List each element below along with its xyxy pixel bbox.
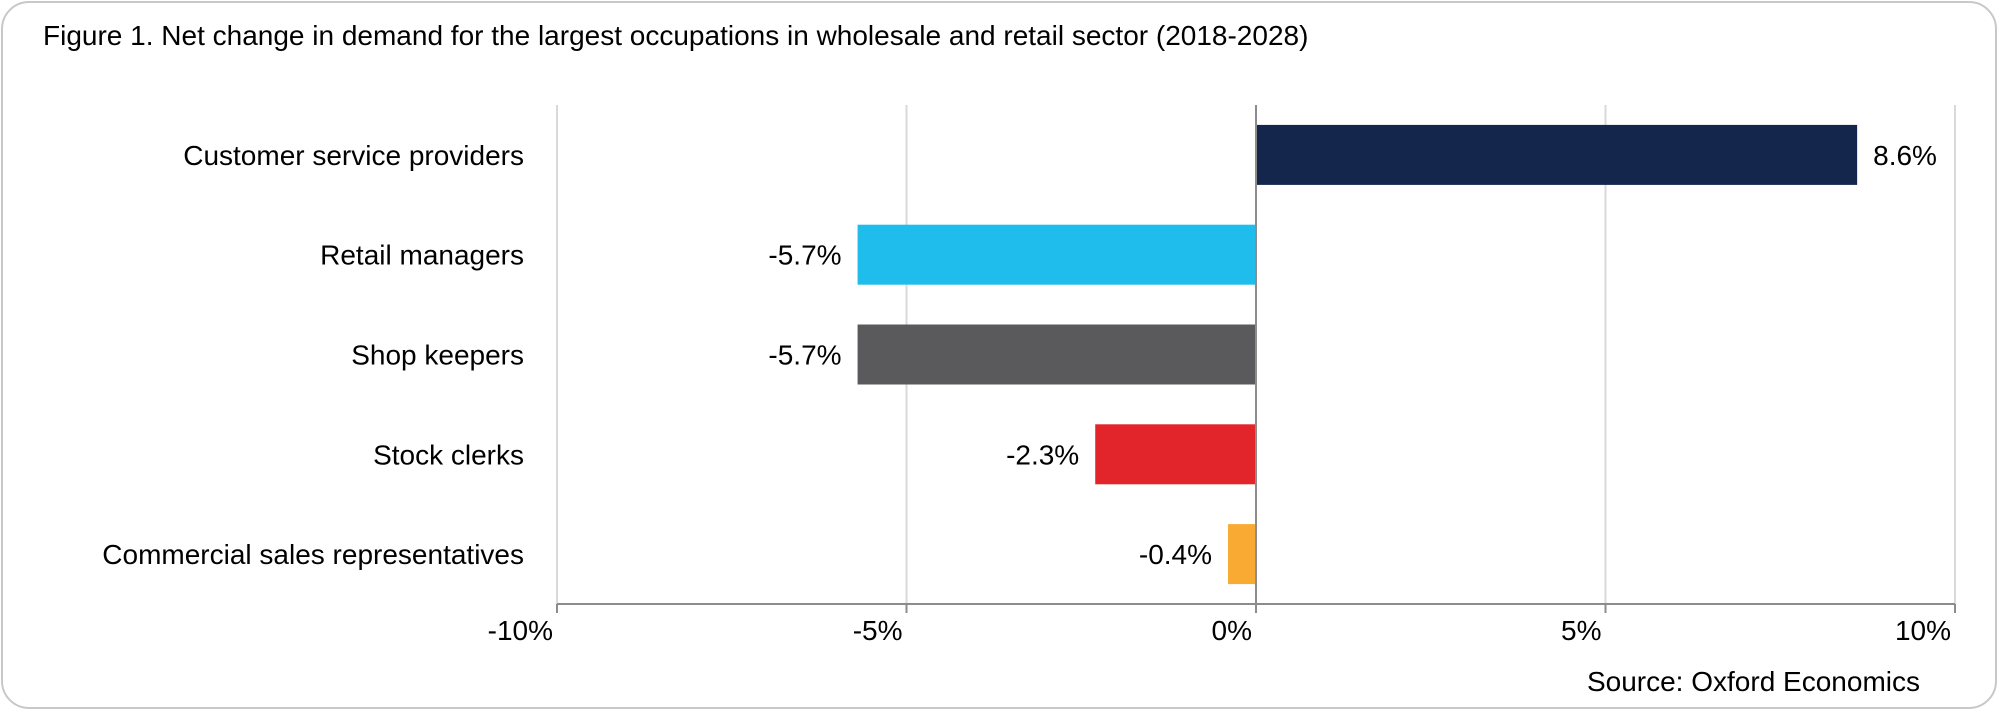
bar (1228, 524, 1256, 585)
data-label: 8.6% (1873, 140, 1937, 171)
data-label: -2.3% (1006, 439, 1079, 470)
bars (857, 124, 1858, 585)
x-tick-label: 0% (1212, 615, 1252, 646)
data-label: -5.7% (768, 340, 841, 371)
x-tick-label: 5% (1561, 615, 1601, 646)
data-label: -5.7% (768, 240, 841, 271)
data-labels: 8.6% -5.7% -5.7% -2.3% -0.4% (768, 140, 1937, 570)
x-tick-label: 10% (1895, 615, 1951, 646)
category-label: Stock clerks (373, 439, 524, 470)
category-label: Retail managers (320, 240, 524, 271)
bar (857, 224, 1256, 285)
x-tick-label: -5% (853, 615, 903, 646)
bar (1256, 124, 1858, 185)
x-tick-label: -10% (488, 615, 553, 646)
bar (1095, 424, 1256, 485)
category-label: Commercial sales representatives (102, 539, 524, 570)
category-label: Shop keepers (351, 340, 524, 371)
category-labels: Customer service providers Retail manager… (102, 140, 524, 570)
bar (857, 324, 1256, 385)
source-note: Source: Oxford Economics (1586, 666, 1920, 697)
chart-title: Figure 1. Net change in demand for the l… (43, 20, 1309, 51)
tick-labels: -10% -5% 0% 5% 10% (488, 615, 1951, 646)
category-label: Customer service providers (183, 140, 524, 171)
axes (556, 105, 1956, 613)
data-label: -0.4% (1139, 539, 1212, 570)
